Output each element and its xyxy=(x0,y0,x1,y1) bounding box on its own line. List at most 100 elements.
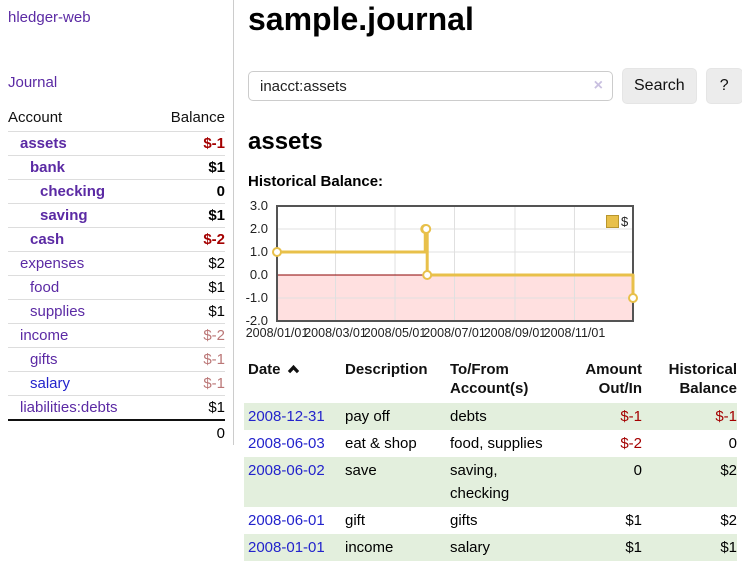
account-balance: $-1 xyxy=(153,371,225,396)
register-description: pay off xyxy=(345,408,390,425)
account-row: salary $-1 xyxy=(8,371,225,396)
sidebar-account-link[interactable]: liabilities:debts xyxy=(20,399,118,416)
account-row: expenses $2 xyxy=(8,251,225,276)
account-row: saving $1 xyxy=(8,203,225,228)
main-content: sample.journal × Search ? assets Histori… xyxy=(244,0,742,561)
sidebar-account-link[interactable]: expenses xyxy=(20,255,85,272)
sidebar-account-link[interactable]: gifts xyxy=(30,351,58,368)
register-date-link[interactable]: 2008-01-01 xyxy=(248,539,325,556)
register-header-accounts: To/From Account(s) xyxy=(450,361,529,397)
account-balance: $-1 xyxy=(153,347,225,372)
sidebar-item-journal[interactable]: Journal xyxy=(8,74,58,91)
sidebar-account-link[interactable]: saving xyxy=(40,207,88,224)
account-row: income $-2 xyxy=(8,323,225,348)
y-axis-tick-label: 2.0 xyxy=(249,221,268,236)
register-header-description: Description xyxy=(345,361,428,378)
account-balance: $1 xyxy=(153,299,225,324)
register-row: 2008-06-01 gift gifts $1 $2 xyxy=(244,507,737,534)
register-header-balance: Historical Balance xyxy=(668,361,737,397)
account-balance: $2 xyxy=(153,251,225,276)
register-accounts: debts xyxy=(450,408,487,425)
account-row: bank $1 xyxy=(8,155,225,180)
account-balance: $-2 xyxy=(153,323,225,348)
account-row: assets $-1 xyxy=(8,131,225,156)
register-date-link[interactable]: 2008-06-02 xyxy=(248,462,325,479)
app-brand-link[interactable]: hledger-web xyxy=(8,9,91,26)
sidebar-account-link[interactable]: checking xyxy=(40,183,106,200)
search-row: × Search ? xyxy=(248,68,742,104)
y-axis-tick-label: 1.0 xyxy=(249,244,268,259)
accounts-header-row: Account Balance xyxy=(8,105,225,132)
register-accounts: gifts xyxy=(450,512,478,529)
accounts-table-body: assets $-1 bank $1 checking 0 saving $1 cash $-2 e… xyxy=(8,131,225,421)
register-date-link[interactable]: 2008-06-03 xyxy=(248,435,325,452)
register-balance: $-1 xyxy=(715,408,737,425)
register-table-body: 2008-12-31 pay off debts $-1 $-1 2008-06-03 ea… xyxy=(244,403,737,561)
register-amount: 0 xyxy=(633,462,642,479)
register-row: 2008-06-02 save saving, checking 0 $2 xyxy=(244,457,737,507)
sidebar-account-link[interactable]: salary xyxy=(30,375,71,392)
register-balance: $2 xyxy=(720,462,737,479)
x-axis-tick-label: 2008/01/01 xyxy=(245,326,309,340)
register-accounts: food, supplies xyxy=(450,435,543,452)
sidebar-account-link[interactable]: supplies xyxy=(30,303,86,320)
x-axis-tick-label: 2008/11/01 xyxy=(543,326,606,340)
account-row: gifts $-1 xyxy=(8,347,225,372)
page-title: sample.journal xyxy=(248,1,474,37)
register-accounts: saving, checking xyxy=(450,462,510,502)
register-header-amount: Amount Out/In xyxy=(585,361,642,397)
register-row: 2008-01-01 income salary $1 $1 xyxy=(244,534,737,561)
sidebar-account-link[interactable]: income xyxy=(20,327,69,344)
accounts-header-account: Account xyxy=(8,105,154,132)
sidebar-account-link[interactable]: bank xyxy=(30,159,66,176)
register-balance: $2 xyxy=(720,512,737,529)
accounts-table: Account Balance assets $-1 bank $1 checking 0… xyxy=(8,105,225,445)
legend-label: $ xyxy=(621,214,629,229)
search-button[interactable]: Search xyxy=(622,68,697,104)
sidebar-account-link[interactable]: food xyxy=(30,279,60,296)
sidebar-account-link[interactable]: assets xyxy=(20,135,67,152)
account-balance: $1 xyxy=(153,155,225,180)
account-balance: 0 xyxy=(153,179,225,204)
register-amount: $-2 xyxy=(620,435,642,452)
chart-plot[interactable] xyxy=(248,199,737,346)
register-amount: $1 xyxy=(625,539,642,556)
accounts-total-balance: 0 xyxy=(153,419,225,445)
account-row: checking 0 xyxy=(8,179,225,204)
x-axis-tick-label: 2008/05/01 xyxy=(363,326,427,340)
register-row: 2008-06-03 eat & shop food, supplies $-2 0 xyxy=(244,430,737,457)
register-date-link[interactable]: 2008-06-01 xyxy=(248,512,325,529)
account-balance: $1 xyxy=(153,395,225,421)
y-axis-tick-label: -1.0 xyxy=(245,290,268,305)
historical-balance-chart[interactable]: 3.0 2.0 1.0 0.0 -1.0 -2.0 2008/01/01 2008/03/01… xyxy=(245,198,737,346)
help-button[interactable]: ? xyxy=(705,68,742,104)
account-row: supplies $1 xyxy=(8,299,225,324)
y-axis-tick-label: 3.0 xyxy=(249,198,268,213)
accounts-header-balance: Balance xyxy=(153,105,225,132)
x-axis-tick-label: 2008/09/01 xyxy=(483,326,547,340)
account-row: liabilities:debts $1 xyxy=(8,395,225,421)
chart-title: Historical Balance: xyxy=(248,173,384,190)
register-amount: $-1 xyxy=(620,408,642,425)
chevron-up-icon xyxy=(287,362,300,379)
y-axis-tick-label: 0.0 xyxy=(249,267,268,282)
search-box: × xyxy=(248,71,613,101)
account-balance: $-2 xyxy=(153,227,225,252)
register-date-link[interactable]: 2008-12-31 xyxy=(248,408,325,425)
register-description: income xyxy=(345,539,394,556)
account-balance: $1 xyxy=(153,203,225,228)
x-axis-tick-label: 2008/03/01 xyxy=(304,326,367,340)
register-table: Date Description To/From Account(s) Amoun… xyxy=(244,360,737,561)
search-input[interactable] xyxy=(249,72,612,100)
account-row: cash $-2 xyxy=(8,227,225,252)
register-accounts: salary xyxy=(450,539,491,556)
account-heading: assets xyxy=(248,128,323,155)
account-balance: $1 xyxy=(153,275,225,300)
clear-search-icon[interactable]: × xyxy=(593,77,603,94)
y-axis-tick-label: -2.0 xyxy=(245,313,268,328)
legend-swatch-icon xyxy=(606,215,619,228)
sidebar-account-link[interactable]: cash xyxy=(30,231,65,248)
x-axis-tick-label: 2008/07/01 xyxy=(423,326,486,340)
register-description: eat & shop xyxy=(345,435,417,452)
register-header-date: Date xyxy=(244,360,345,403)
